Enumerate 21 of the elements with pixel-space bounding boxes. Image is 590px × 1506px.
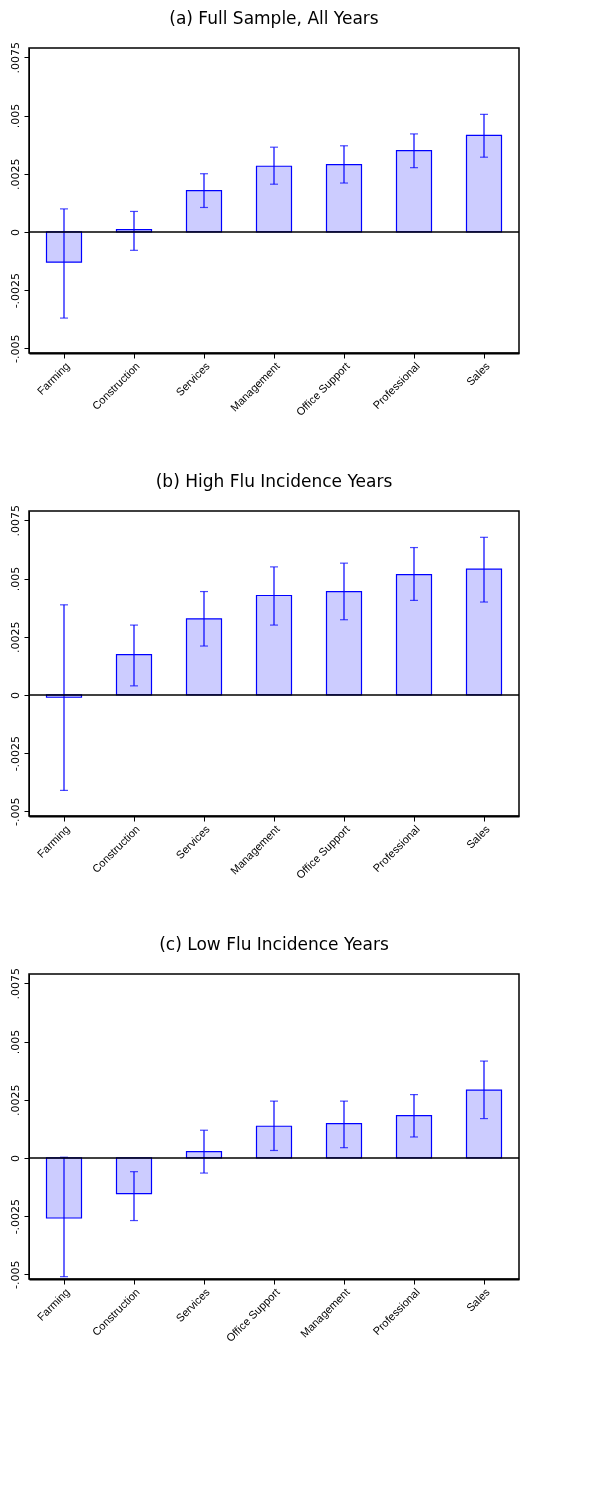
y-tick-label: .0025 xyxy=(8,1084,22,1116)
y-tick-label: 0 xyxy=(8,1154,22,1162)
y-tick-label: -.005 xyxy=(8,797,22,827)
y-tick-label: 0 xyxy=(8,228,22,236)
y-tick-label: -.0025 xyxy=(8,272,22,309)
y-tick-label: 0 xyxy=(8,691,22,699)
y-tick-label: .005 xyxy=(8,566,22,592)
chart-title: (b) High Flu Incidence Years xyxy=(155,470,393,491)
y-tick-label: .0025 xyxy=(8,621,22,653)
y-tick-label: -.005 xyxy=(8,334,22,364)
chart-title: (c) Low Flu Incidence Years xyxy=(159,933,389,954)
y-tick-label: .0075 xyxy=(8,505,22,537)
chart-title: (a) Full Sample, All Years xyxy=(169,7,379,28)
y-tick-label: -.0025 xyxy=(8,735,22,772)
y-tick-label: -.005 xyxy=(8,1260,22,1290)
y-tick-label: .0075 xyxy=(8,968,22,1000)
y-tick-label: .005 xyxy=(8,103,22,129)
y-tick-label: .0075 xyxy=(8,42,22,74)
y-tick-label: .005 xyxy=(8,1029,22,1055)
y-tick-label: -.0025 xyxy=(8,1198,22,1235)
y-tick-label: .0025 xyxy=(8,158,22,190)
